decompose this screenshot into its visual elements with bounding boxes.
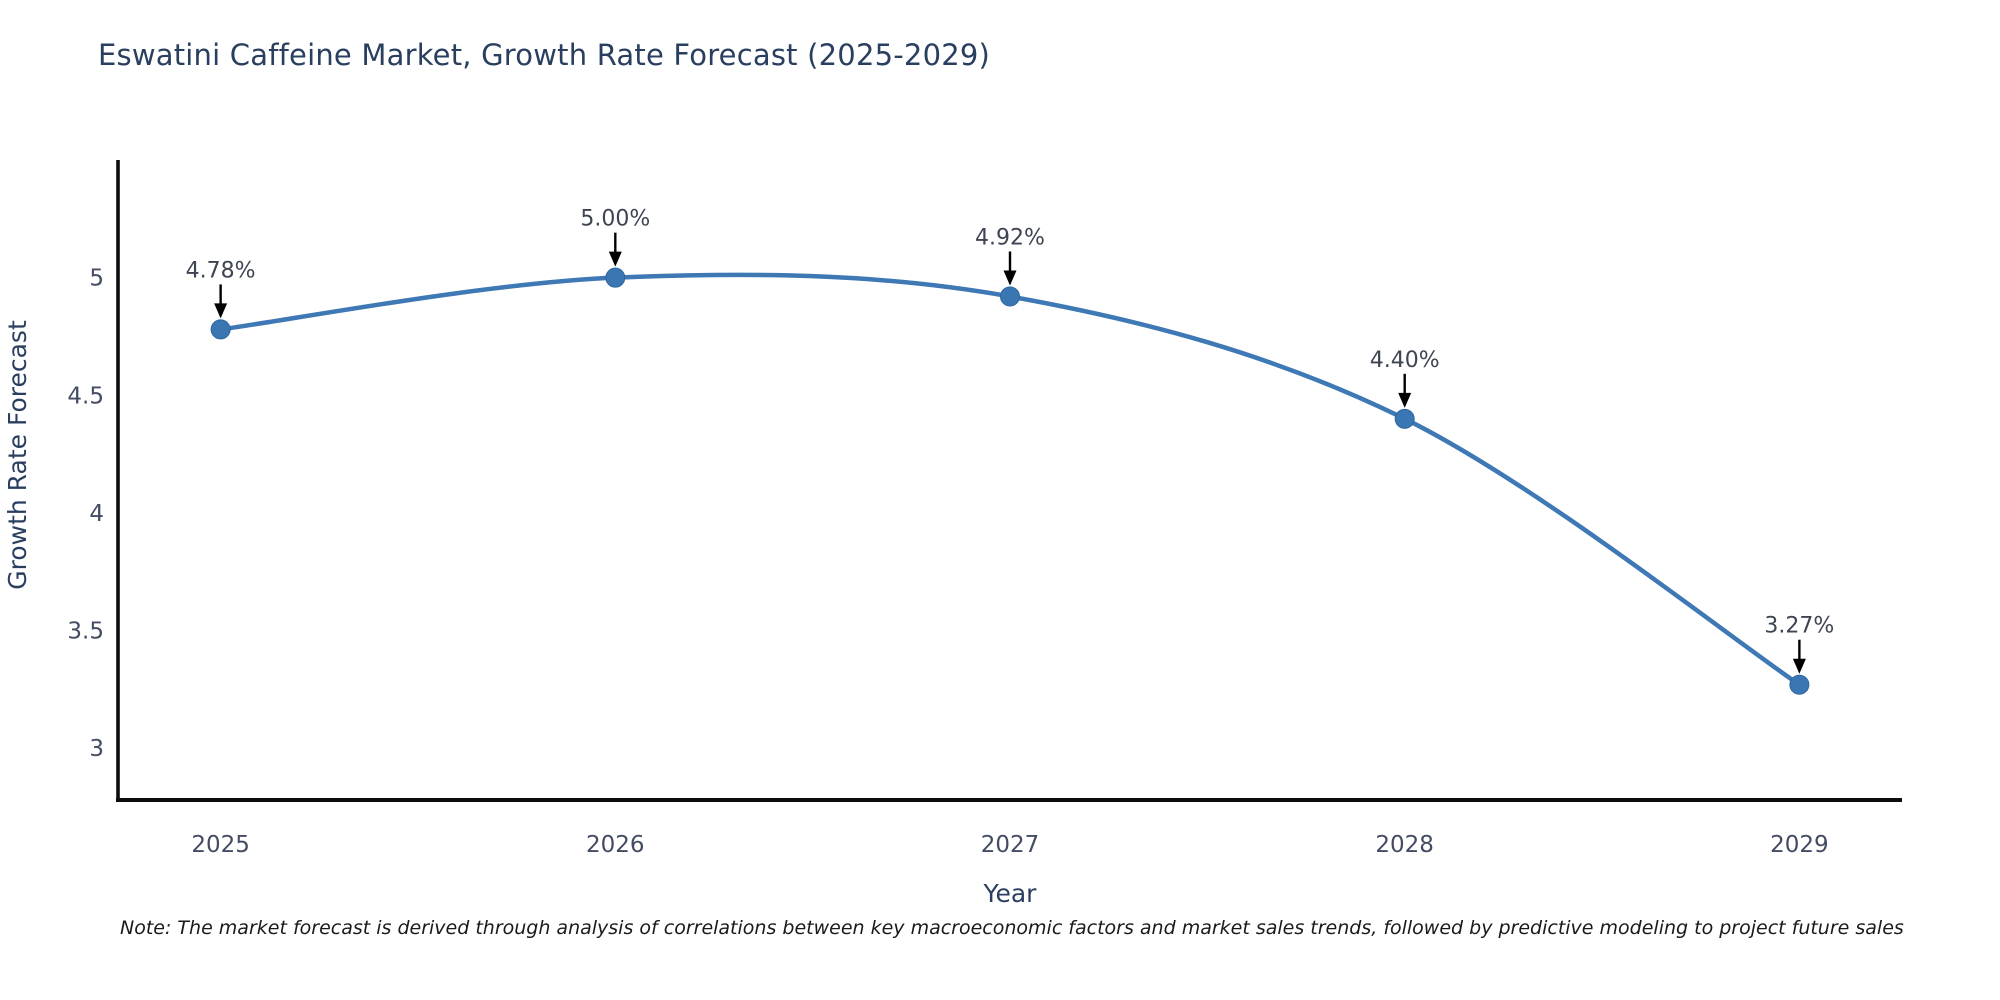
x-tick-label: 2027 (981, 832, 1040, 858)
y-tick-label: 3.5 (67, 619, 104, 645)
point-value-label: 4.40% (1370, 348, 1440, 373)
x-tick-label: 2025 (191, 832, 250, 858)
point-value-label: 5.00% (580, 207, 650, 232)
annotation-arrowhead (214, 303, 228, 319)
y-tick-label: 3 (89, 736, 104, 762)
x-tick-label: 2028 (1375, 832, 1434, 858)
annotation-arrowhead (1398, 392, 1412, 408)
annotation-arrowhead (1003, 270, 1017, 286)
growth-rate-line (218, 272, 1802, 687)
data-point-marker (1394, 408, 1415, 429)
annotation-arrowhead (608, 251, 622, 267)
tick-labels: 3 3.5 4 4.5 5 2025 2026 2027 2028 2029 (67, 266, 1828, 858)
y-axis-title: Growth Rate Forecast (3, 320, 32, 590)
point-value-label: 4.92% (975, 225, 1045, 250)
y-tick-label: 4 (89, 501, 104, 527)
y-tick-label: 5 (89, 266, 104, 292)
footnote: Note: The market forecast is derived thr… (120, 917, 1904, 939)
annotation-arrowhead (1792, 658, 1806, 674)
x-tick-label: 2026 (586, 832, 645, 858)
data-point-marker (605, 267, 626, 288)
point-value-label: 3.27% (1764, 614, 1834, 639)
data-point-marker (1789, 674, 1810, 695)
line-series (210, 267, 1810, 695)
x-axis-title: Year (983, 879, 1038, 908)
x-tick-label: 2029 (1770, 832, 1829, 858)
point-value-label: 4.78% (186, 258, 256, 283)
point-annotations: 4.78% 5.00% 4.92% 4.40% 3.27% (186, 207, 1834, 674)
chart-title: Eswatini Caffeine Market, Growth Rate Fo… (98, 38, 991, 72)
axes (116, 160, 1902, 802)
y-tick-label: 4.5 (67, 383, 104, 409)
data-point-marker (210, 319, 231, 340)
data-point-marker (1000, 286, 1020, 307)
